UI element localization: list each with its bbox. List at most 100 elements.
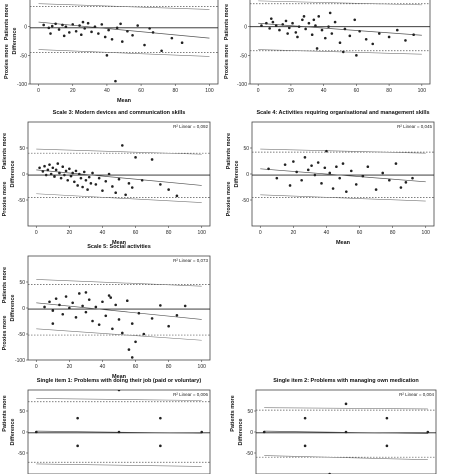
y-tick-label: 0 <box>250 430 253 436</box>
panel-title: Scale 5: Social activities <box>87 244 151 250</box>
panel-5: -100 -50 0 50 0 20 40 60 80 100 Mean Patients moreD… <box>2 244 211 380</box>
y-tick-label: -50 <box>246 451 253 457</box>
data-point <box>328 171 332 175</box>
lower-ci-line <box>36 463 202 467</box>
data-point <box>170 36 174 40</box>
y-positive-label: Patients more <box>2 133 8 169</box>
data-point <box>307 21 311 25</box>
upper-ci-line <box>38 3 210 10</box>
x-axis-label: Mean <box>112 240 127 246</box>
data-point <box>354 183 358 186</box>
data-point <box>111 327 114 331</box>
data-point <box>412 33 415 36</box>
panel-3: -50 0 50 0 20 40 60 80 100 Mean Patients moreDiffe… <box>2 110 211 246</box>
r-squared-label: R² Linear = 0,092 <box>173 124 208 129</box>
data-point <box>57 28 61 31</box>
data-point <box>86 188 89 191</box>
data-point <box>341 162 345 165</box>
data-point <box>127 348 131 351</box>
data-point <box>43 164 46 168</box>
x-tick-label: 100 <box>198 230 207 236</box>
x-tick-label: 0 <box>35 230 38 236</box>
y-axis-label: Difference <box>238 419 244 446</box>
data-point <box>366 165 370 169</box>
data-point <box>97 323 101 326</box>
data-point <box>94 305 98 309</box>
data-point <box>312 18 316 22</box>
data-point <box>124 193 127 197</box>
data-point <box>374 188 378 191</box>
data-point <box>103 35 107 39</box>
y-tick-label: 0 <box>22 306 25 312</box>
x-tick-label: 100 <box>422 230 431 236</box>
data-point <box>310 33 314 36</box>
data-point <box>142 332 146 336</box>
data-point <box>93 25 97 28</box>
x-axis-label: Mean <box>112 374 127 380</box>
data-point <box>81 20 85 24</box>
data-point <box>303 444 307 448</box>
data-point <box>320 182 323 185</box>
data-point <box>44 173 48 177</box>
data-point <box>41 170 45 173</box>
data-point <box>59 176 63 180</box>
data-point <box>48 300 51 304</box>
data-point <box>101 189 104 192</box>
data-point <box>46 168 50 172</box>
data-point <box>78 24 81 27</box>
x-tick-label: 40 <box>321 88 327 94</box>
upper-ci-line <box>258 0 422 6</box>
y-negative-label: Proxies more <box>226 182 232 217</box>
y-tick-label: 0 <box>246 172 249 178</box>
data-point <box>303 416 307 420</box>
data-point <box>107 294 111 297</box>
data-point <box>343 27 347 31</box>
y-negative-label: Proxies more <box>2 182 8 217</box>
x-tick-label: 40 <box>324 230 330 236</box>
data-point <box>76 444 79 448</box>
data-point <box>302 15 306 18</box>
data-point <box>167 188 170 191</box>
y-axis-label: Difference <box>234 161 240 188</box>
plot-area <box>256 402 436 474</box>
data-point <box>61 165 65 169</box>
y-tick-label: 50 <box>19 146 25 152</box>
data-point <box>64 25 68 28</box>
y-tick-label: 50 <box>247 409 253 415</box>
data-point <box>304 27 307 31</box>
lower-ci-line <box>36 328 202 341</box>
data-point <box>87 175 91 179</box>
x-tick-label: 60 <box>354 88 360 94</box>
data-point <box>74 169 78 173</box>
data-point <box>97 176 101 180</box>
data-point <box>306 168 310 172</box>
y-axis-label: Difference <box>10 295 16 322</box>
y-tick-label: -50 <box>18 451 25 457</box>
data-point <box>159 304 162 307</box>
data-point <box>54 168 58 172</box>
data-point <box>151 31 155 34</box>
data-point <box>58 303 61 307</box>
lower-ci-line <box>36 193 202 203</box>
data-point <box>137 311 141 315</box>
data-point <box>49 32 52 35</box>
data-point <box>84 310 88 314</box>
data-point <box>262 430 266 434</box>
data-point <box>119 22 122 26</box>
panel-title: Single item 1: Problems with doing their… <box>37 378 202 384</box>
data-point <box>51 166 55 170</box>
data-point <box>68 31 71 34</box>
data-point <box>283 163 287 166</box>
data-point <box>134 340 137 344</box>
data-point <box>117 177 121 181</box>
data-point <box>115 26 119 30</box>
panel-4: -50 0 50 0 20 40 60 80 100 Mean Patients moreDiffe… <box>226 110 435 246</box>
data-point <box>76 184 79 187</box>
data-point <box>411 176 414 180</box>
upper-ci-line <box>260 148 426 154</box>
plot-frame <box>29 0 219 85</box>
data-point <box>61 312 65 316</box>
data-point <box>313 173 317 177</box>
y-positive-label: Patients more <box>230 395 236 431</box>
